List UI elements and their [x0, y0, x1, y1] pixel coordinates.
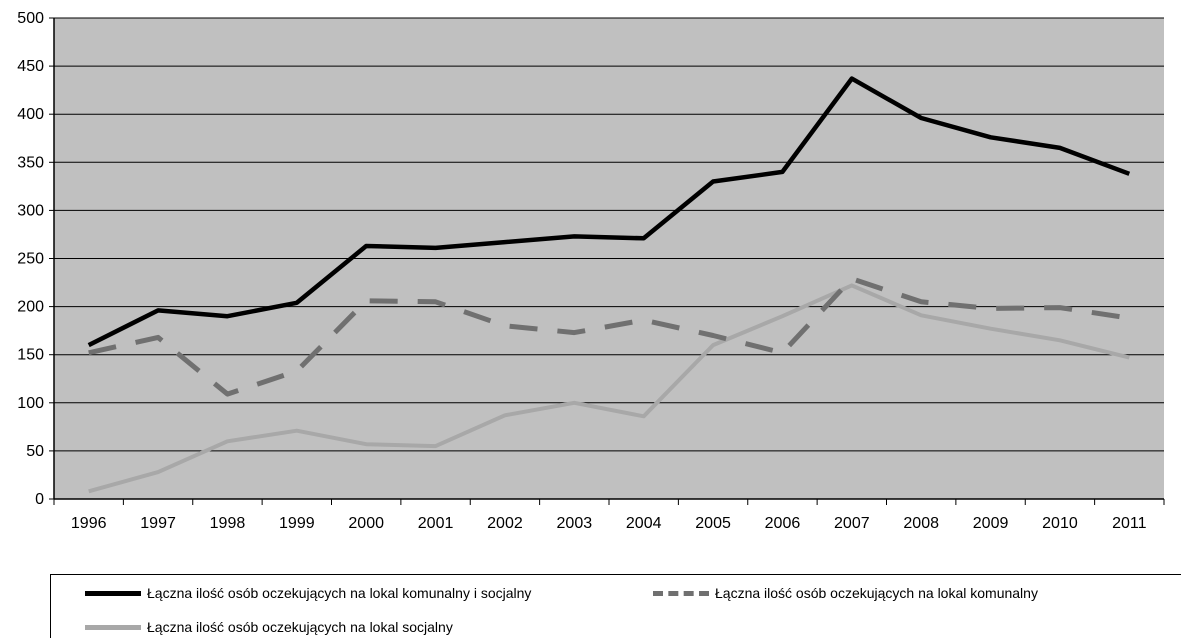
x-tick-label: 2004	[626, 515, 662, 532]
legend-swatch-2	[653, 590, 709, 596]
x-tick-label: 2003	[557, 515, 593, 532]
x-tick-label: 2000	[348, 515, 384, 532]
x-axis-ticks: 1996 1997 1998 1999 2000 2001 2002 2003 2004 2005…	[53, 499, 1165, 532]
y-tick-label: 100	[17, 395, 44, 412]
x-tick-label: 2005	[695, 515, 731, 532]
y-axis-ticks: 0 50 100 150 200 250 300 350 400 450 500	[17, 10, 54, 508]
legend-label-3: Łączna ilość osób oczekujących na lokal …	[147, 619, 453, 635]
legend-label-1: Łączna ilość osób oczekujących na lokal …	[147, 585, 532, 601]
y-tick-label: 500	[17, 10, 44, 27]
x-tick-label: 2007	[834, 515, 870, 532]
x-tick-label: 1996	[71, 515, 107, 532]
legend-item-1: Łączna ilość osób oczekujących na lokal …	[85, 585, 531, 601]
y-tick-label: 450	[17, 58, 44, 75]
y-tick-label: 300	[17, 202, 44, 219]
y-tick-label: 50	[26, 443, 44, 460]
y-tick-label: 200	[17, 299, 44, 316]
legend-item-2: Łączna ilość osób oczekujących na lokal …	[653, 585, 1038, 601]
legend-label-2: Łączna ilość osób oczekujących na lokal …	[715, 585, 1038, 601]
x-tick-label: 2006	[765, 515, 801, 532]
x-tick-label: 1999	[279, 515, 315, 532]
series-line-2	[88, 276, 1130, 397]
x-tick-label: 2009	[973, 515, 1009, 532]
legend-swatch-1	[85, 590, 141, 596]
x-tick-label: 2001	[418, 515, 454, 532]
legend-swatch-3	[85, 624, 141, 630]
x-tick-label: 2002	[487, 515, 523, 532]
x-tick-label: 1997	[140, 515, 176, 532]
y-tick-label: 350	[17, 154, 44, 171]
y-tick-label: 250	[17, 251, 44, 268]
x-tick-label: 2008	[903, 515, 939, 532]
y-tick-label: 400	[17, 106, 44, 123]
series-line-1	[87, 76, 1131, 348]
x-tick-label: 2011	[1112, 515, 1147, 532]
x-tick-label: 1998	[210, 515, 246, 532]
x-tick-label: 2010	[1042, 515, 1078, 532]
y-tick-label: 0	[35, 491, 44, 508]
legend-item-3: Łączna ilość osób oczekujących na lokal …	[85, 619, 453, 635]
series-line-3	[88, 283, 1130, 494]
series-lines	[87, 76, 1131, 494]
gridlines	[54, 17, 1164, 452]
legend: Łączna ilość osób oczekujących na lokal …	[50, 574, 1181, 638]
y-tick-label: 150	[17, 347, 44, 364]
